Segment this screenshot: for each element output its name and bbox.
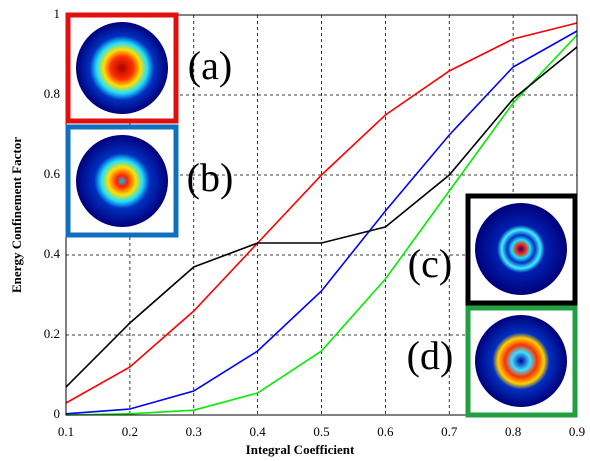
chart: Integral Coefficient Energy Confinement … [0,0,590,461]
y-tick-label: 0.4 [44,246,61,261]
x-tick-label: 0.2 [122,424,138,439]
y-tick-label: 0 [54,406,61,421]
y-tick-label: 0.2 [44,326,60,341]
x-tick-label: 0.8 [505,424,521,439]
x-tick-label: 0.3 [186,424,202,439]
y-tick-label: 0.6 [44,166,61,181]
x-tick-label: 0.7 [441,424,458,439]
y-tick-label: 0.8 [44,86,60,101]
y-axis-title: Energy Confinement Factor [9,137,24,293]
x-tick-label: 0.9 [569,424,585,439]
inset-a [68,15,176,121]
inset-label: (d) [407,333,454,378]
x-axis-title: Integral Coefficient [246,442,355,457]
x-tick-label: 0.5 [313,424,329,439]
x-tick-label: 0.1 [58,424,74,439]
y-tick-label: 1 [54,6,61,21]
inset-label: (c) [408,241,452,286]
x-tick-label: 0.6 [377,424,394,439]
inset-d [468,308,575,415]
inset-label: (a) [188,43,232,88]
inset-b [68,127,176,235]
inset-label: (b) [187,155,234,200]
x-tick-label: 0.4 [250,424,267,439]
inset-c [468,196,575,303]
